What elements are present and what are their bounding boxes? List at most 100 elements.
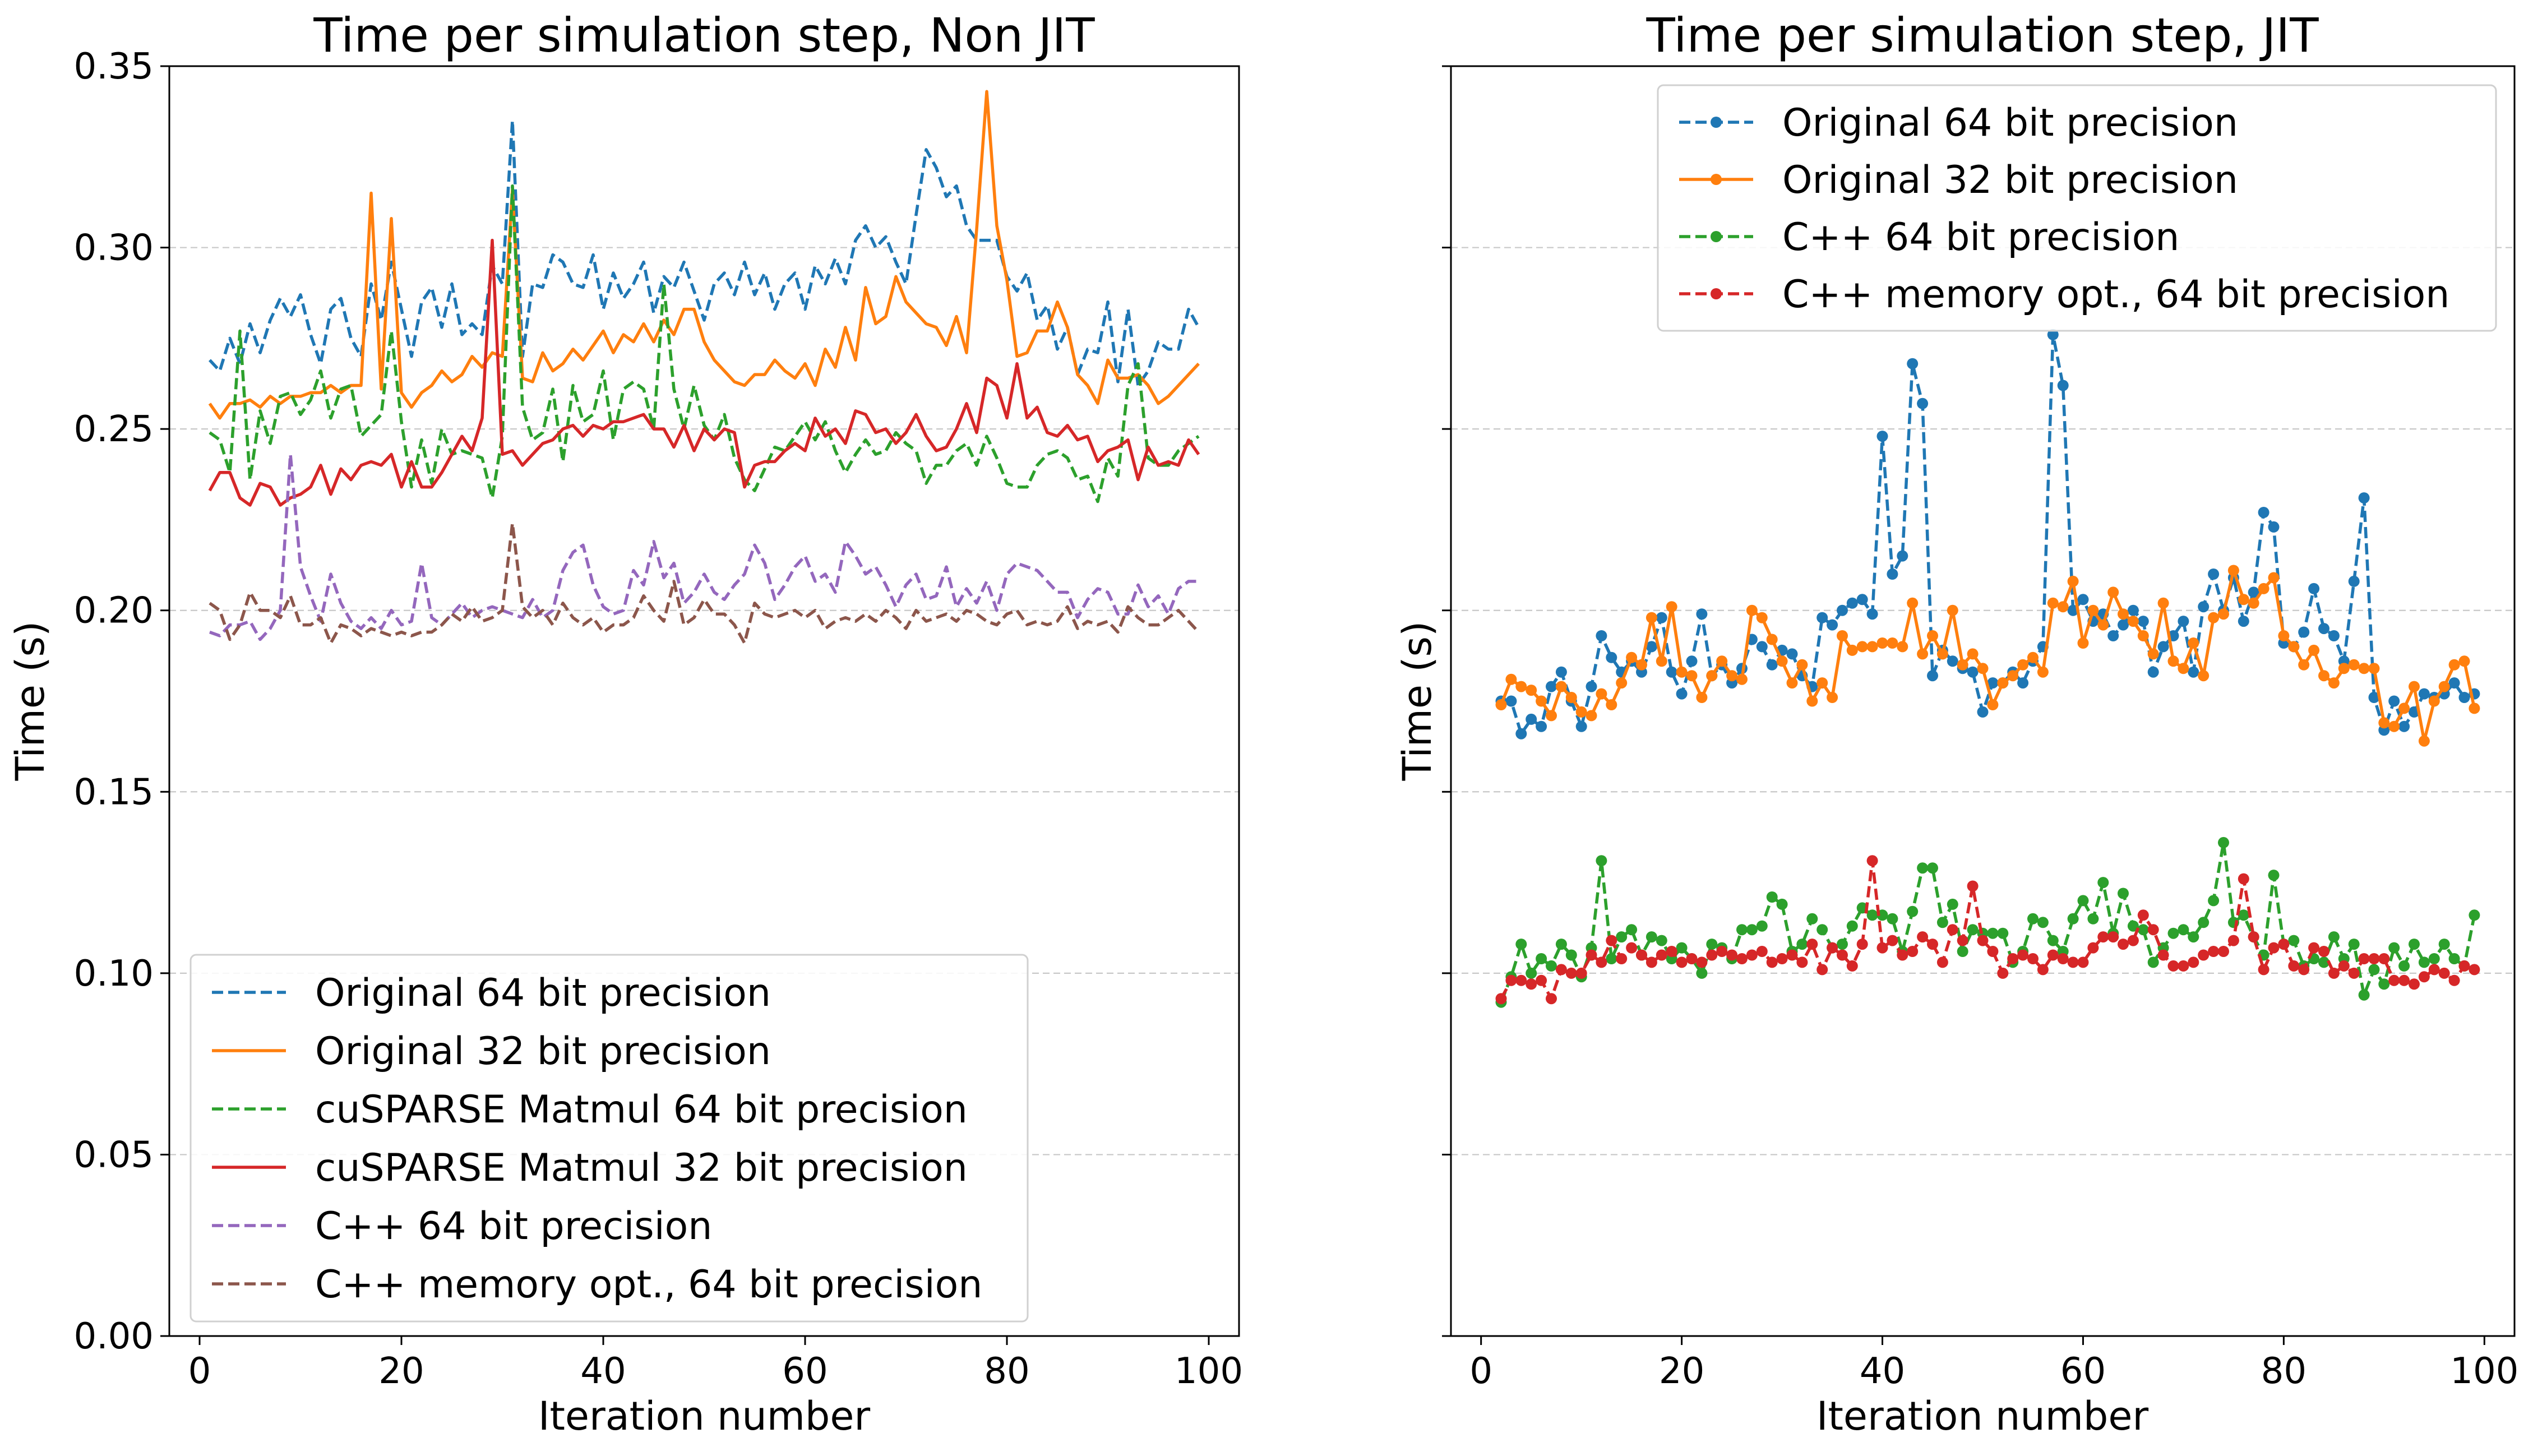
data-point [2077,956,2089,968]
data-point [1526,713,1537,725]
plot-frame [168,65,1240,1337]
data-point [1947,655,1958,667]
data-point [1816,924,1828,936]
data-point [2097,877,2109,889]
data-point [1827,692,1838,703]
data-point [2107,630,2119,641]
x-axis-label: Iteration number [538,1393,871,1439]
data-point [2027,913,2039,925]
data-point [1505,974,1517,986]
data-point [1846,920,1858,932]
data-point [1756,641,1768,653]
data-point [2067,956,2079,968]
data-point [2438,967,2450,979]
data-point [2107,586,2119,598]
data-point [1806,913,1818,925]
data-point [2458,655,2470,667]
y-axis-ticks: 0.00 0.05 0.10 0.15 0.20 0.25 0.30 0.35 [74,46,169,1357]
data-point [2348,939,2360,950]
legend-box [189,954,1029,1323]
data-point [1987,699,1999,710]
data-point [2358,989,2370,1001]
data-point [2318,956,2329,968]
data-point [1846,597,1858,609]
data-point [2178,960,2189,972]
data-point [1616,931,1628,943]
data-point [1907,946,1919,957]
data-point [1616,953,1628,964]
data-point [2198,670,2210,682]
data-point [1696,956,1708,968]
data-point [1967,880,1979,892]
data-point [1606,953,1617,964]
data-point [2198,949,2210,961]
data-point [1936,917,1948,928]
data-point [2298,626,2310,638]
data-point [1526,978,1537,990]
y-axis-label: Time (s) [7,621,53,782]
data-point [2409,681,2420,692]
data-point [2409,978,2420,990]
data-point [1806,695,1818,707]
series-group [208,90,1200,645]
data-point [1645,612,1657,623]
data-point [2107,931,2119,943]
data-point [1686,953,1698,964]
data-point [2418,688,2430,700]
x-tick-label: 40 [580,1351,626,1392]
data-point [2188,666,2199,678]
y-tick-label: 0.10 [74,953,154,995]
data-point [1756,612,1768,623]
data-point [2388,942,2400,954]
data-point [1676,688,1688,700]
x-axis-ticks: 0 20 40 60 80 100 [188,1336,1243,1392]
data-point [2077,895,2089,907]
legend-marker [1711,231,1722,242]
data-point [1907,358,1919,369]
data-point [2127,935,2139,946]
data-point [2147,648,2159,660]
data-point [2017,677,2029,689]
data-point [1575,967,1587,979]
data-point [1846,960,1858,972]
data-point [1907,597,1919,609]
data-point [1536,953,1547,964]
data-point [2248,597,2259,609]
data-point [1837,630,1848,641]
data-point [2077,594,2089,605]
data-point [1856,939,1868,950]
x-tick-label: 80 [984,1351,1029,1392]
series-line-c-64-bit-precision [209,452,1199,641]
data-point [1565,949,1577,961]
data-point [1586,949,1597,961]
data-point [2157,949,2169,961]
data-point [1776,655,1788,667]
data-point [2258,507,2269,518]
data-point [1907,905,1919,917]
data-point [1696,608,1708,620]
data-point [2047,949,2059,961]
data-point [2348,575,2360,587]
data-point [1626,942,1638,954]
legend-label: Original 64 bit precision [1782,101,2238,145]
data-point [1666,666,1677,678]
y-tick-label: 0.05 [74,1134,154,1176]
data-point [2047,597,2059,609]
data-point [2167,927,2179,939]
data-point [1866,855,1878,867]
data-point [1816,964,1828,976]
data-point [2027,651,2039,663]
legend-label: C++ 64 bit precision [1782,215,2179,260]
data-point [2458,960,2470,972]
series-line-original-64-bit-precision [1501,333,2475,736]
data-point [1686,655,1698,667]
data-point [1917,931,1929,943]
data-point [2218,946,2229,957]
data-point [1676,942,1688,954]
data-point [2378,717,2390,729]
data-point [1957,946,1968,957]
data-point [2067,913,2079,925]
data-point [2448,677,2460,689]
data-point [2348,659,2360,671]
data-point [2147,924,2159,936]
